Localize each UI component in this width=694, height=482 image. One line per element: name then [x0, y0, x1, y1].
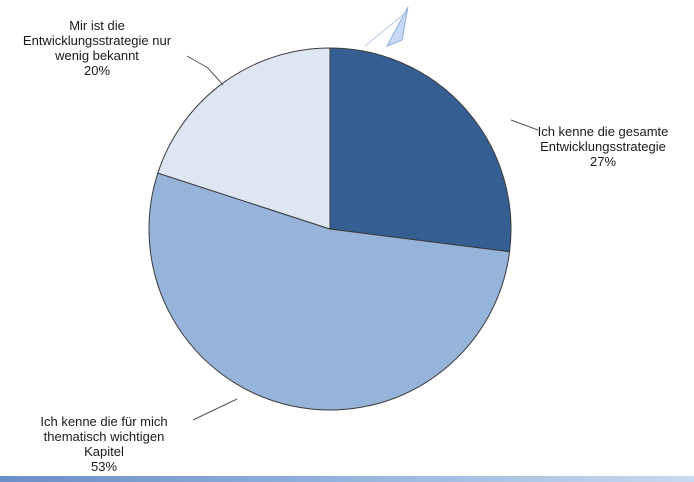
leader-line-1 — [510, 119, 539, 131]
slice-label-line: Mir ist die — [69, 18, 125, 33]
slice-label-line: thematisch wichtigen — [44, 429, 165, 444]
pie-slice-1 — [329, 47, 512, 253]
slice-label-line: wenig bekannt — [54, 48, 139, 63]
decorative-arrow-icon — [385, 6, 409, 47]
slice-percent-label: 53% — [91, 459, 117, 474]
decorative-arrow-line — [364, 13, 405, 47]
slice-label-line: Entwicklungsstrategie — [540, 139, 666, 154]
slice-percent-label: 20% — [84, 63, 110, 78]
slice-percent-label: 27% — [590, 154, 616, 169]
slice-label-line: Kapitel — [84, 444, 124, 459]
bottom-decorative-band — [0, 476, 694, 482]
slice-label-1: Ich kenne die gesamte Entwicklungsstrateg… — [538, 124, 669, 169]
slice-label-line: Ich kenne die gesamte — [538, 124, 669, 139]
pie-slice-2 — [148, 172, 511, 411]
leader-line-2 — [192, 398, 238, 421]
slice-label-2: Ich kenne die für mich thematisch wichtig… — [40, 414, 167, 474]
slice-label-3: Mir ist die Entwicklungsstrategie nur weni… — [23, 18, 172, 78]
leader-line-3 — [186, 55, 224, 86]
slice-label-line: Ich kenne die für mich — [40, 414, 167, 429]
slice-label-line: Entwicklungsstrategie nur — [23, 33, 172, 48]
pie-slice-3 — [157, 47, 331, 230]
